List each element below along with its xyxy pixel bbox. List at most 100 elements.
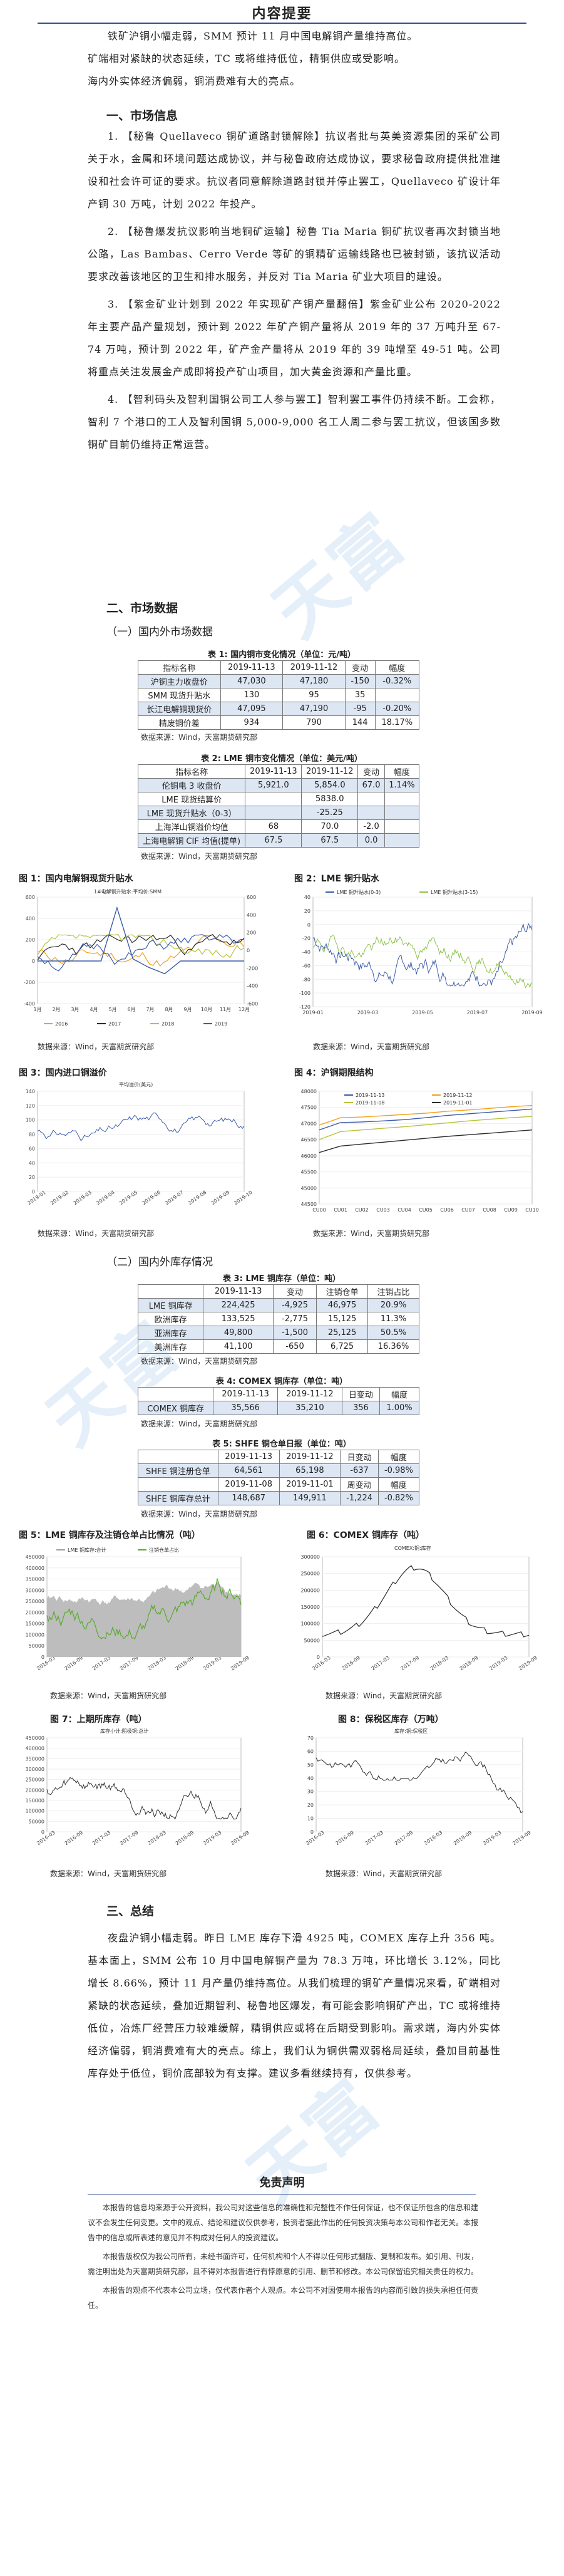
x-tick-label: 2016-03 [311,1655,332,1672]
y-tick-label: 50 [307,1762,314,1768]
plot-frame [37,1091,245,1192]
news-item: 1. 【秘鲁 Quellaveco 铜矿道路封锁解除】抗议者批与英美资源集团的采… [88,130,501,210]
x-tick-label: 2019-05 [118,1190,139,1207]
y-tick-label: 80 [29,1132,35,1138]
table-source: 数据来源：Wind，天富期货研究部 [141,1420,258,1428]
x-tick-label: 2016-03 [36,1655,56,1672]
figure-source: 数据来源：Wind，天富期货研究部 [326,1869,443,1878]
series-line [37,934,245,972]
watermark: 天富 [258,497,421,653]
y-tick-label: 150000 [25,1798,44,1804]
y-tick-label: 450000 [25,1735,44,1741]
series-line [315,1752,523,1814]
y-tick-label: -60 [302,963,310,969]
series-line [319,1130,533,1153]
series-line [312,935,533,989]
x-tick-label: 5月 [108,1007,116,1012]
summary-line: 铁矿沪铜小幅走弱，SMM 预计 11 月中国电解铜产量维持高位。 [108,30,418,42]
x-tick-label: 2019-02 [49,1190,70,1207]
x-tick-label: 2016-03 [36,1830,56,1847]
x-tick-label: 2017-03 [91,1830,112,1847]
table-caption: 表 3: LME 铜库存（单位：吨） [223,1274,341,1284]
y-tick-label: 40 [29,1160,35,1166]
y-tick-label: 46500 [301,1137,317,1143]
summary-line: 海内外实体经济偏弱，铜消费难有大的亮点。 [88,75,301,87]
figure-title: 图 2：LME 铜升贴水 [294,874,379,884]
y-tick-label: 200000 [25,1787,44,1793]
figure-source: 数据来源：Wind，天富期货研究部 [50,1869,167,1878]
legend-label: 2019-11-08 [356,1100,385,1106]
y-tick-label: 0 [41,1829,44,1835]
y2-tick-label: 0 [247,948,250,953]
series-spike [38,906,244,975]
y-tick-label: 46000 [301,1153,317,1159]
y-tick-label: 30 [307,1789,314,1795]
y-tick-label: 400 [26,916,35,922]
y-tick-label: 50000 [29,1819,44,1824]
y-tick-label: -400 [24,1001,35,1007]
legend-label: LME 铜升贴水(3-15) [431,889,478,895]
x-tick-label: 2019-05 [412,1010,433,1015]
comex-inventory-table: 2019-11-13 2019-11-12 日变动 幅度 COMEX 铜库存 35,56… [137,1387,419,1415]
x-tick-label: 2018-03 [423,1830,444,1847]
y-tick-label: 350000 [25,1756,44,1762]
y2-tick-label: 400 [247,912,256,918]
x-tick-label: 2019-04 [95,1190,116,1207]
table-row: SMM 现货升贴水 130 95 35 [138,688,420,702]
fig5-chart: 450000 400000 350000 300000 250000 200000 1500… [25,1547,250,1672]
figure-title: 图 1：国内电解铜现货升贴水 [19,874,133,884]
x-tick-label: 2月 [52,1007,60,1012]
y-tick-label: 20 [304,908,310,914]
y-tick-label: 100000 [25,1632,44,1638]
x-tick-label: CU04 [397,1207,411,1213]
x-tick-label: CU06 [440,1207,454,1213]
figure-title: 图 3：国内进口铜溢价 [19,1068,107,1078]
x-tick-label: 2017-03 [364,1830,385,1847]
figure-source: 数据来源：Wind，天富期货研究部 [313,1229,430,1238]
table-row: COMEX 铜库存 35,566 35,210 356 1.00% [137,1401,419,1415]
x-tick-label: 2019-03 [202,1655,223,1672]
table-row: SHFE 铜库存总计 148,687 149,911 -1,224 -0.82% [138,1491,420,1505]
x-tick-label: CU00 [312,1207,326,1213]
y-tick-label: 350000 [25,1577,44,1582]
table-row: 欧洲库存 133,525 -2,775 15,125 11.3% [137,1312,419,1326]
y-tick-label: 0 [41,1654,44,1660]
x-tick-label: 2016-09 [334,1830,355,1847]
legend-label: 库存小计:阴极铜:总计 [100,1728,148,1734]
figure-source: 数据来源：Wind，天富期货研究部 [50,1691,167,1700]
x-tick-label: 2019-01 [302,1010,323,1015]
y-tick-label: 60 [29,1146,35,1151]
x-tick-label: 2018-09 [175,1655,195,1672]
y-tick-label: -80 [302,977,310,982]
figure-source: 数据来源：Wind，天富期货研究部 [313,1042,430,1051]
legend-label: 2019-11-12 [443,1093,473,1098]
table-row: 上海电解铜 CIF 均值(提单) 67.5 67.5 0.0 [137,833,420,848]
x-tick-label: 10月 [201,1007,212,1012]
y-tick-label: 400000 [25,1746,44,1752]
x-tick-label: CU07 [461,1207,475,1213]
y2-tick-label: -200 [247,965,258,971]
legend-label: 2019-11-13 [356,1093,385,1098]
table-caption: 表 5: SHFE 铜仓单日报（单位：吨） [212,1440,351,1449]
x-tick-label: 6月 [127,1007,135,1012]
x-tick-label: 2019-03 [202,1830,223,1847]
series-line [319,1116,533,1140]
y-tick-label: -20 [302,936,310,942]
title-divider [38,23,526,24]
figure-title: 图 7：上期所库存（吨） [50,1715,147,1725]
market-news: 1. 【秘鲁 Quellaveco 铜矿道路封锁解除】抗议者批与英美资源集团的采… [88,125,501,456]
x-tick-label: 9月 [183,1007,192,1012]
table-row: 亚洲库存 49,800 -1,500 25,125 50.5% [137,1326,419,1340]
inventory-area [47,1581,241,1657]
x-tick-label: 2017-03 [91,1655,112,1672]
figure-source: 数据来源：Wind，天富期货研究部 [38,1042,155,1051]
legend-label: 2019 [215,1021,227,1027]
figure-title: 图 8：保税区库存（万吨） [338,1715,444,1725]
y-tick-label: 45000 [301,1185,317,1191]
table-header: 2019-11-13 [220,660,284,675]
x-tick-label: CU02 [355,1207,369,1213]
news-item: 3. 【紫金矿业计划到 2022 年实现矿产铜产量翻倍】紫金矿业公布 2020-… [88,298,501,378]
x-tick-label: 2019-08 [187,1190,208,1207]
y-tick-label: 120 [26,1103,35,1109]
